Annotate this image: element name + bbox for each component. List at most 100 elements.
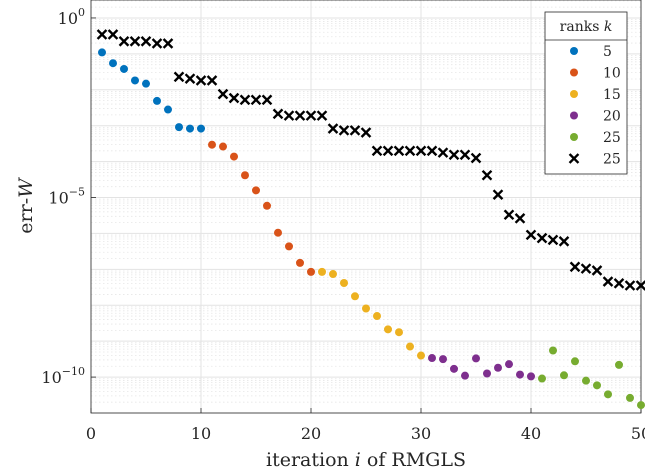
dot-marker xyxy=(461,371,469,380)
cross-marker xyxy=(96,29,108,40)
cross-marker xyxy=(569,261,581,273)
cross-marker xyxy=(558,236,570,247)
cross-stroke xyxy=(239,94,251,106)
cross-marker xyxy=(382,145,394,157)
legend-label: 10 xyxy=(603,66,621,82)
legend-dot-marker xyxy=(570,133,578,141)
cross-stroke xyxy=(228,92,240,104)
data-series xyxy=(96,29,645,410)
cross-stroke xyxy=(470,152,482,164)
cross-marker xyxy=(228,92,240,104)
series-0-rank-5 xyxy=(98,48,205,133)
cross-stroke xyxy=(118,36,130,47)
dot-marker xyxy=(131,76,139,85)
dot-marker xyxy=(109,59,117,68)
dot-marker xyxy=(417,351,425,360)
cross-marker xyxy=(514,213,526,224)
dot-marker xyxy=(274,228,282,237)
cross-stroke xyxy=(514,213,526,224)
cross-stroke xyxy=(140,36,152,47)
cross-marker xyxy=(613,278,625,289)
cross-marker xyxy=(338,125,350,136)
cross-stroke xyxy=(426,145,438,157)
series-4-rank-25 xyxy=(538,346,645,410)
dot-marker xyxy=(505,360,513,369)
dot-marker xyxy=(472,354,480,363)
cross-marker xyxy=(173,71,185,83)
series-3-rank-20 xyxy=(428,354,535,381)
cross-stroke xyxy=(294,110,306,121)
cross-marker xyxy=(602,276,614,287)
cross-stroke xyxy=(459,149,471,161)
cross-marker xyxy=(415,145,427,157)
cross-stroke xyxy=(635,280,645,291)
legend-label: 20 xyxy=(603,109,621,125)
cross-stroke xyxy=(217,88,229,100)
cross-marker xyxy=(525,229,537,241)
cross-marker xyxy=(536,232,548,244)
dot-marker xyxy=(439,355,447,364)
legend-dot-marker xyxy=(570,90,578,98)
dot-marker xyxy=(516,370,524,379)
cross-stroke xyxy=(481,169,493,181)
dot-marker xyxy=(571,357,579,366)
dot-marker xyxy=(406,342,414,351)
y-tick-label: 100 xyxy=(58,6,85,28)
dot-marker xyxy=(263,201,271,210)
dot-marker xyxy=(483,369,491,378)
x-tick-label: 20 xyxy=(301,424,321,443)
dot-marker xyxy=(186,124,194,133)
x-axis-title: iteration i of RMGLS xyxy=(266,449,466,471)
dot-marker xyxy=(285,242,293,251)
cross-stroke xyxy=(283,110,295,121)
plot-frame xyxy=(90,0,642,414)
cross-stroke xyxy=(404,145,416,157)
cross-stroke xyxy=(492,189,504,200)
cross-marker xyxy=(426,145,438,157)
x-tick-label: 40 xyxy=(521,424,541,443)
cross-stroke xyxy=(96,29,108,40)
series-2-rank-15 xyxy=(318,267,425,360)
series-1-rank-10 xyxy=(208,140,315,276)
legend-dot-marker xyxy=(570,68,578,77)
dot-marker xyxy=(329,270,337,279)
dot-marker xyxy=(428,354,436,363)
legend-label: 15 xyxy=(603,87,621,103)
cross-marker xyxy=(140,36,152,47)
dot-marker xyxy=(593,381,601,390)
cross-marker xyxy=(316,110,328,121)
legend-dot-marker xyxy=(570,111,578,120)
dot-marker xyxy=(527,372,535,381)
dot-marker xyxy=(340,278,348,287)
cross-stroke xyxy=(272,108,284,120)
dot-marker xyxy=(362,304,370,313)
cross-stroke xyxy=(195,75,207,86)
cross-stroke xyxy=(162,38,174,49)
cross-stroke xyxy=(327,123,339,134)
x-tick-label: 0 xyxy=(86,424,96,443)
cross-stroke xyxy=(503,209,515,221)
cross-marker xyxy=(272,108,284,120)
cross-marker xyxy=(250,94,262,106)
cross-marker xyxy=(580,263,592,274)
cross-stroke xyxy=(184,73,196,84)
series-5-rank-25 xyxy=(96,29,645,291)
cross-stroke xyxy=(569,261,581,273)
cross-stroke xyxy=(206,75,218,86)
cross-marker xyxy=(118,36,130,47)
cross-stroke xyxy=(371,145,383,157)
dot-marker xyxy=(153,96,161,105)
cross-marker xyxy=(624,280,636,291)
cross-stroke xyxy=(448,149,460,161)
dot-marker xyxy=(208,140,216,149)
dot-marker xyxy=(197,124,205,133)
dot-marker xyxy=(494,363,502,372)
cross-stroke xyxy=(613,278,625,289)
cross-marker xyxy=(437,147,449,158)
cross-stroke xyxy=(173,71,185,83)
cross-marker xyxy=(151,38,163,49)
cross-stroke xyxy=(547,234,559,246)
dot-marker xyxy=(164,105,172,114)
cross-stroke xyxy=(316,110,328,121)
dot-marker xyxy=(604,390,612,399)
